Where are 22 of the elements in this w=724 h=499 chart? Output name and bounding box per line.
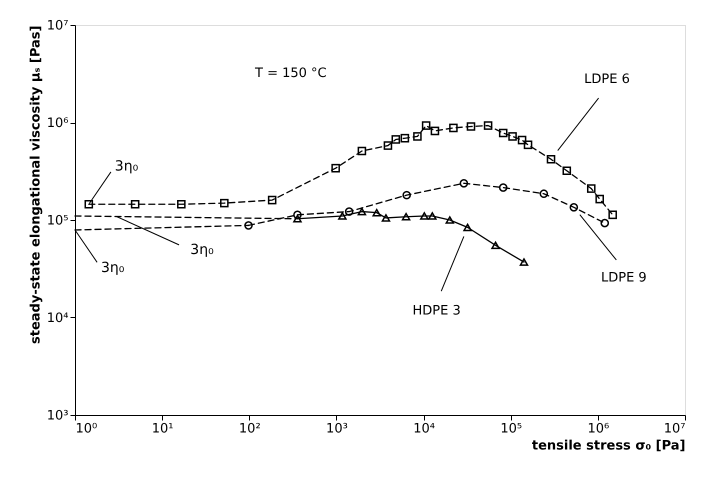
text: LDPE 9 bbox=[600, 270, 647, 286]
text: LDPE 6 bbox=[584, 72, 630, 88]
x-axis-title: tensile stress σ₀ [Pa] bbox=[532, 438, 686, 454]
text: HDPE 3 bbox=[412, 303, 461, 318]
y-tick-label: 10⁴ bbox=[46, 311, 68, 326]
y-tick-label: 10³ bbox=[46, 408, 68, 424]
x-tick-label: 10¹ bbox=[152, 422, 174, 436]
x-tick-label: 10⁷ bbox=[664, 422, 686, 436]
x-tick-label: 10⁶ bbox=[587, 422, 610, 436]
y-tick-label: 10⁵ bbox=[46, 214, 68, 228]
annotation: 3η₀ bbox=[101, 260, 125, 276]
x-tick-label: 10⁰ bbox=[76, 422, 98, 436]
y-axis-title: steady-state elongational viscosity μₛ [Pas] bbox=[28, 26, 44, 344]
y-tick-label: 10⁶ bbox=[46, 116, 68, 131]
x-tick-label: 10³ bbox=[326, 422, 348, 436]
y-tick-label: 10⁷ bbox=[46, 18, 68, 34]
annotation: 3η₀ bbox=[114, 158, 139, 174]
annotation: 3η₀ bbox=[190, 242, 214, 258]
annotation: T = 150 °C bbox=[254, 66, 327, 81]
x-tick-label: 10⁴ bbox=[413, 422, 435, 436]
x-tick-label: 10² bbox=[238, 422, 261, 436]
x-tick-label: 10⁵ bbox=[500, 422, 522, 436]
